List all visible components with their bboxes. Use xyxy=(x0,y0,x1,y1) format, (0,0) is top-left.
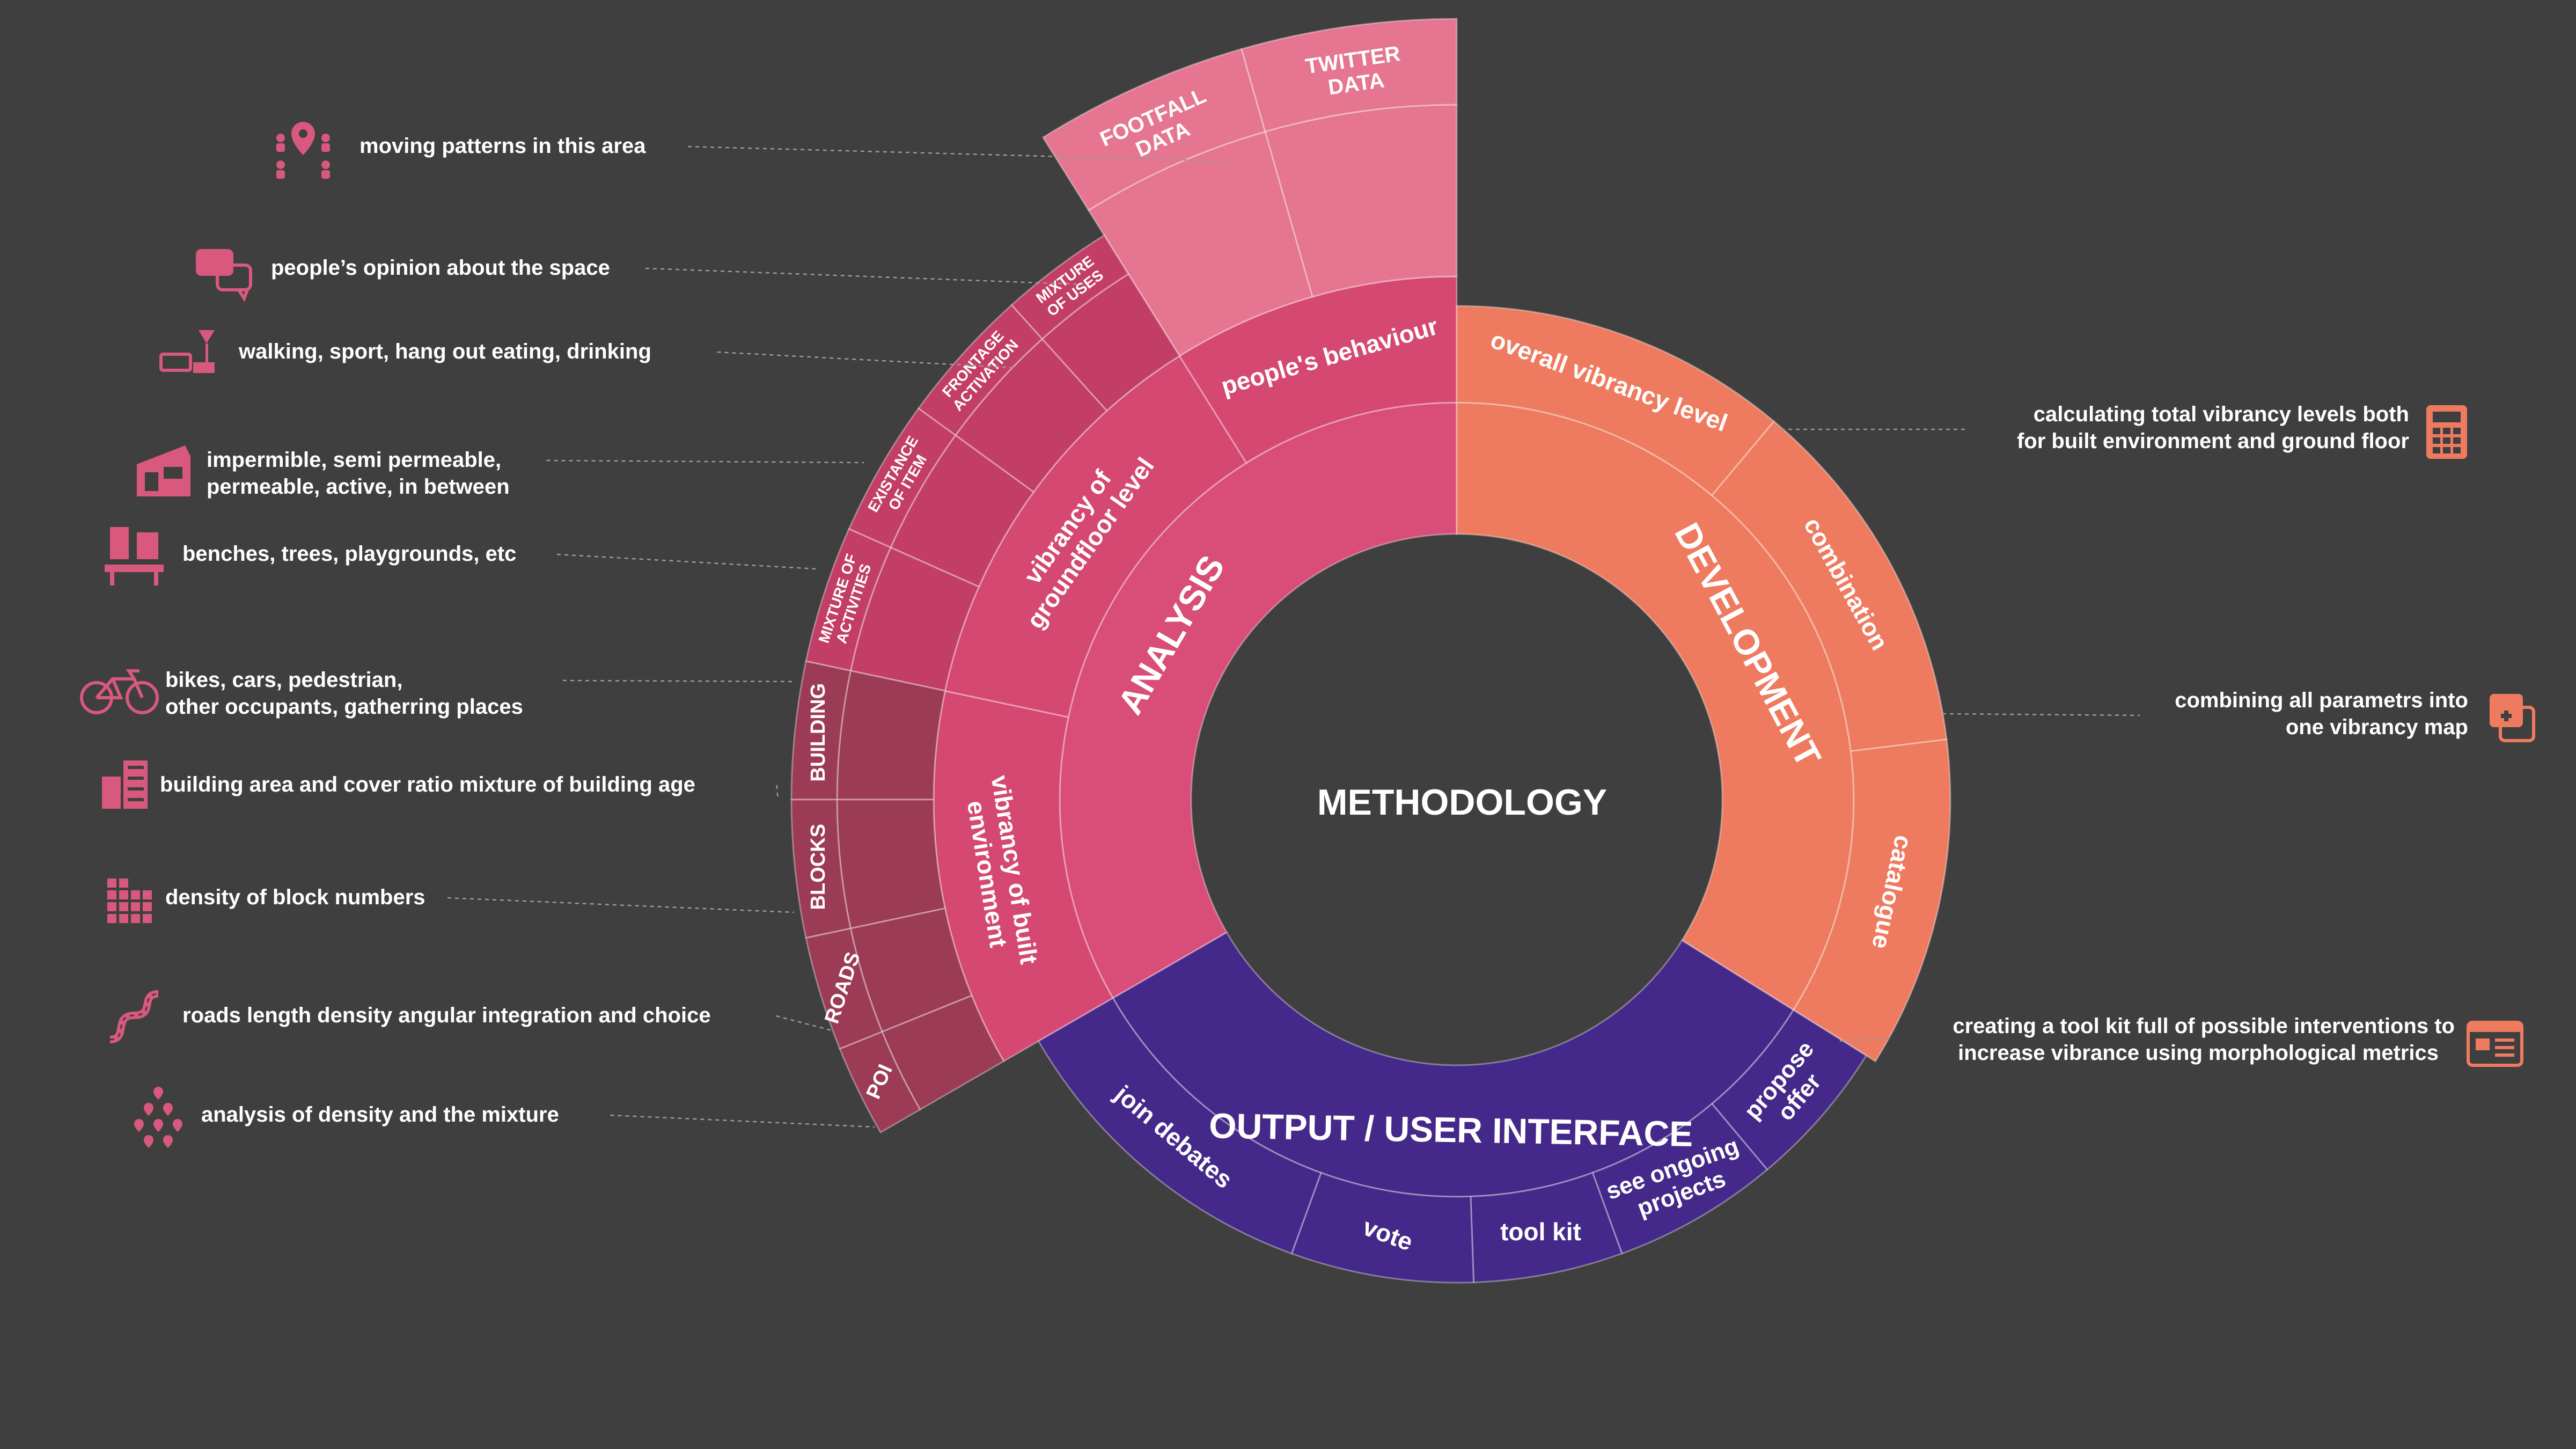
leader-line-right-2 xyxy=(1838,1037,1889,1042)
annotation-left-7: density of block numbers xyxy=(165,885,425,909)
output-label-line: OUTPUT / USER INTERFACE xyxy=(1209,1106,1693,1154)
annotation-left-line: density of block numbers xyxy=(165,885,425,909)
annotation-right-line: calculating total vibrancy levels both xyxy=(2034,402,2409,426)
vibrancy-built-label: vibrancy of builtenvironment xyxy=(959,773,1044,970)
annotation-right-line: for built environment and ground floor xyxy=(2017,429,2409,453)
leader-line-left-3 xyxy=(546,459,864,464)
bicycle-icon-5 xyxy=(80,669,159,714)
annotations-right: calculating total vibrancy levels both fo… xyxy=(1953,402,2535,1067)
output-segment xyxy=(1112,931,1795,1198)
catalogue-list-icon-2 xyxy=(2467,1021,2523,1067)
annotation-left-line: impermible, semi permeable, xyxy=(207,448,501,472)
annotation-left-line: bikes, cars, pedestrian, xyxy=(165,668,402,692)
blocks-label-band xyxy=(790,799,852,939)
leader-line-left-1 xyxy=(645,267,1084,286)
buildings-icon-6 xyxy=(102,760,148,809)
annotation-left-0: moving patterns in this area xyxy=(359,134,646,158)
annotation-left-6: building area and cover ratio mixture of… xyxy=(160,773,695,796)
overall-vibrancy-segment xyxy=(1456,305,1775,497)
building-segment xyxy=(836,670,946,801)
mixture-of-activities-segment xyxy=(849,546,980,692)
building-label: BUILDING xyxy=(807,683,830,782)
vibrancy-built-environment-segment xyxy=(933,690,1114,1063)
annotation-left-line: analysis of density and the mixture xyxy=(201,1103,559,1126)
annotation-right-1: combining all parametrs into one vibrancy… xyxy=(2175,689,2468,739)
vibrancy-groundfloor-segment xyxy=(944,355,1247,718)
annotation-left-2: walking, sport, hang out eating, drinkin… xyxy=(238,340,651,363)
sunburst-segments xyxy=(790,18,1951,1284)
food-drink-icon-2 xyxy=(159,330,215,373)
street-furniture-icon-4 xyxy=(105,527,164,586)
vote-segment xyxy=(1290,1172,1474,1284)
leader-line-left-4 xyxy=(556,553,816,570)
tool-kit-label-line: tool kit xyxy=(1500,1218,1581,1246)
analysis-segment xyxy=(1059,401,1458,1000)
annotation-right-0: calculating total vibrancy levels both fo… xyxy=(2017,402,2409,453)
join-debates-segment xyxy=(1037,997,1322,1255)
frontage-activation-segment xyxy=(954,338,1108,494)
blocks-label: BLOCKS xyxy=(807,824,830,910)
roads-segment xyxy=(849,907,973,1033)
speech-bubbles-icon-1 xyxy=(196,249,252,302)
annotation-left-9: analysis of density and the mixture xyxy=(201,1103,559,1126)
catalogue-segment xyxy=(1792,738,1951,1063)
existance-of-item-label-band xyxy=(848,407,957,549)
twitter-data-label-band xyxy=(1241,18,1458,133)
annotation-right-line: one vibrancy map xyxy=(2286,715,2468,739)
annotation-left-line: roads length density angular integration… xyxy=(182,1004,711,1027)
mixture-of-uses-segment xyxy=(1041,273,1181,412)
leader-lines xyxy=(447,145,2140,1128)
leader-line-left-9 xyxy=(610,1114,875,1128)
storefront-icon-3 xyxy=(137,445,190,496)
leader-line-left-7 xyxy=(447,897,795,913)
road-icon-8 xyxy=(109,990,159,1043)
building-label-band xyxy=(790,660,852,801)
poi-label-band xyxy=(839,1030,921,1134)
annotation-left-3: impermible, semi permeable, permeable, ac… xyxy=(207,448,510,499)
annotation-right-line: creating a tool kit full of possible int… xyxy=(1953,1014,2455,1038)
annotation-left-line: benches, trees, playgrounds, etc xyxy=(182,542,516,566)
annotation-right-line: increase vibrance using morphological me… xyxy=(1958,1041,2439,1065)
blocks-segment xyxy=(836,799,946,930)
annotation-left-line: moving patterns in this area xyxy=(359,134,646,158)
roads-label-band xyxy=(805,927,884,1050)
blocks-label-line: BLOCKS xyxy=(807,824,830,910)
leader-line-left-5 xyxy=(562,679,795,683)
annotation-left-1: people’s opinion about the space xyxy=(271,256,610,280)
annotations-left: moving patterns in this area people’s opi… xyxy=(80,122,711,1148)
poi-pins-icon-9 xyxy=(134,1087,182,1148)
frontage-activation-label-band xyxy=(917,304,1044,437)
mixture-of-activities-label-band xyxy=(805,528,892,672)
combination-segment xyxy=(1711,420,1948,752)
tool-kit-label: tool kit xyxy=(1500,1218,1581,1246)
output-label: OUTPUT / USER INTERFACE xyxy=(1209,1106,1693,1154)
annotation-left-line: other occupants, gatherring places xyxy=(165,695,523,719)
annotation-left-4: benches, trees, playgrounds, etc xyxy=(182,542,516,566)
combine-plus-icon-1 xyxy=(2490,694,2535,742)
center-title: METHODOLOGY xyxy=(1317,782,1607,823)
calculator-icon-0 xyxy=(2426,405,2467,459)
annotation-left-line: people’s opinion about the space xyxy=(271,256,610,280)
annotation-left-8: roads length density angular integration… xyxy=(182,1004,711,1027)
leader-line-left-0 xyxy=(687,145,1224,162)
mixture-of-uses-label-band xyxy=(1010,234,1130,340)
propose-offer-segment xyxy=(1711,1009,1868,1171)
blocks-grid-icon-7 xyxy=(107,879,152,923)
annotation-left-line: walking, sport, hang out eating, drinkin… xyxy=(238,340,651,363)
building-label-line: BUILDING xyxy=(807,683,830,782)
annotation-right-2: creating a tool kit full of possible int… xyxy=(1953,1014,2455,1065)
annotation-right-line: combining all parametrs into xyxy=(2175,689,2468,712)
existance-of-item-segment xyxy=(889,434,1035,588)
development-segment xyxy=(1456,401,1855,1012)
annotation-left-5: bikes, cars, pedestrian, other occupants,… xyxy=(165,668,523,719)
leader-line-right-1 xyxy=(1942,713,2140,716)
location-people-icon-0 xyxy=(276,122,330,179)
annotation-left-line: building area and cover ratio mixture of… xyxy=(160,773,695,796)
annotation-left-line: permeable, active, in between xyxy=(207,475,510,499)
leader-line-left-6 xyxy=(776,785,779,800)
leader-line-left-8 xyxy=(776,1015,832,1031)
tool-kit-segment xyxy=(1470,1172,1623,1284)
